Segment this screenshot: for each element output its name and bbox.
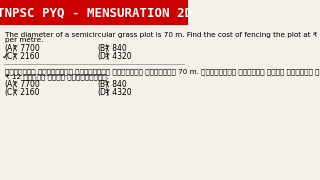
Text: The diameter of a semicircular grass plot is 70 m. Find the cost of fencing the : The diameter of a semicircular grass plo… bbox=[5, 32, 320, 38]
Text: (D): (D) bbox=[97, 52, 109, 61]
Text: ₹ 2160: ₹ 2160 bbox=[13, 52, 39, 61]
Text: (A): (A) bbox=[5, 44, 16, 53]
Text: ₹ 4320: ₹ 4320 bbox=[105, 52, 132, 61]
Text: ✓: ✓ bbox=[1, 52, 9, 61]
Text: ₹ 7700: ₹ 7700 bbox=[13, 44, 40, 53]
Text: (B): (B) bbox=[97, 80, 108, 89]
FancyBboxPatch shape bbox=[0, 0, 188, 25]
Text: ₹ 7700: ₹ 7700 bbox=[13, 80, 40, 89]
Text: TNPSC PYQ - MENSURATION 2D: TNPSC PYQ - MENSURATION 2D bbox=[0, 6, 192, 19]
Text: அரைவட்ட வடிவிலான புல்வெளி ஒன்றின் விட்டம் 70 m. அதற்குச் சுற்று வேலி அமைக்க ஒரு : அரைவட்ட வடிவிலான புல்வெளி ஒன்றின் விட்டம… bbox=[5, 68, 320, 75]
Text: (C): (C) bbox=[5, 88, 16, 97]
Text: (A): (A) bbox=[5, 80, 16, 89]
Text: ₹ 2160: ₹ 2160 bbox=[13, 88, 39, 97]
Text: ₹ 12 வீதம் என்ன செலவாகும்.: ₹ 12 வீதம் என்ன செலவாகும். bbox=[5, 73, 108, 80]
Text: (D): (D) bbox=[97, 88, 109, 97]
Text: ₹ 840: ₹ 840 bbox=[105, 80, 127, 89]
Text: ₹ 4320: ₹ 4320 bbox=[105, 88, 132, 97]
Text: (C): (C) bbox=[5, 52, 16, 61]
Text: ₹ 840: ₹ 840 bbox=[105, 44, 127, 53]
Text: per metre.: per metre. bbox=[5, 37, 43, 43]
Text: (B): (B) bbox=[97, 44, 108, 53]
